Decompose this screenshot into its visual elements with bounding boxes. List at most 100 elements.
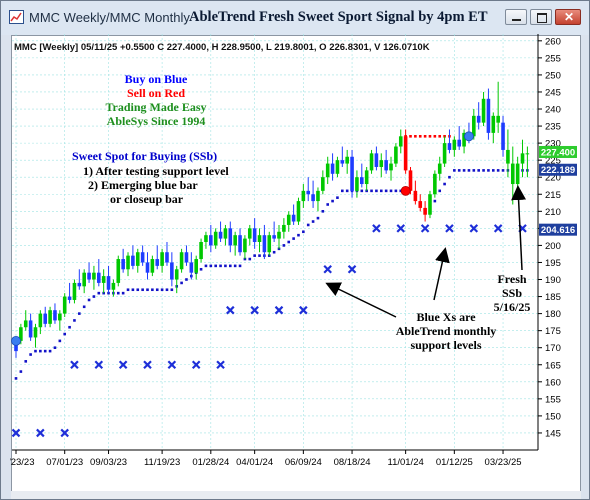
resistance-dot [409, 134, 412, 138]
y-tick-label: 165 [545, 360, 561, 371]
y-tick-label: 170 [545, 343, 561, 354]
support-dot [487, 169, 490, 172]
support-dot [389, 189, 393, 193]
candle-body [101, 276, 106, 283]
candle [394, 143, 398, 167]
candle [506, 129, 510, 178]
support-dot [477, 169, 480, 172]
candle-body [209, 235, 213, 246]
support-dot [248, 257, 252, 261]
support-x-mark [216, 360, 225, 370]
candle [291, 204, 296, 225]
candle-body [384, 160, 388, 171]
support-dot [68, 325, 71, 329]
support-x-mark [396, 224, 406, 233]
y-tick-label: 245 [545, 87, 561, 98]
candle-body [77, 282, 82, 287]
resistance-dot [418, 134, 422, 138]
support-x-stroke [226, 305, 235, 315]
candle-body [413, 190, 418, 202]
candle-body [442, 143, 447, 164]
y-tick-label: 185 [545, 292, 561, 303]
support-dot [496, 169, 500, 172]
y-tick-label: 210 [545, 207, 561, 218]
candle-body [452, 139, 457, 150]
chart-title: AbleTrend Fresh Sweet Sport Signal by 4p… [189, 9, 488, 25]
candle [174, 265, 179, 294]
support-x-stroke [493, 224, 503, 233]
candle-body [87, 272, 91, 280]
price-tags: 227.400 222.189 204.616 [539, 145, 577, 236]
y-tick-label: 150 [545, 411, 561, 422]
candle [160, 248, 164, 273]
candle [165, 242, 169, 266]
support-x-mark [493, 224, 503, 233]
candle [38, 310, 43, 335]
candle [286, 211, 291, 232]
support-x-mark [250, 305, 259, 315]
support-dot [443, 182, 446, 186]
support-dot [282, 244, 286, 247]
sweet-spot-note: Sweet Spot for Buying (SSb) 1) After tes… [72, 149, 229, 206]
candle-body [501, 122, 505, 150]
candle-body [155, 259, 160, 266]
candle [486, 88, 491, 140]
scroll-strip[interactable] [11, 491, 581, 499]
y-tick-label: 200 [545, 241, 561, 252]
candle [398, 129, 403, 154]
support-dot [155, 288, 159, 292]
candle [301, 184, 306, 208]
candle-body [350, 156, 354, 191]
support-dot [438, 189, 442, 193]
candle-body [433, 173, 437, 195]
monthly-support-marks [11, 224, 527, 438]
support-x-mark [420, 224, 430, 233]
candle-body [291, 214, 296, 222]
support-dot [453, 169, 456, 172]
candle-body [28, 320, 33, 338]
title-bar[interactable]: MMC Weekly/MMC Monthly AbleTrend Fresh S… [1, 1, 589, 35]
y-tick-label: 190 [545, 275, 561, 286]
support-dot [462, 169, 466, 172]
support-dot [433, 199, 437, 203]
candle [87, 262, 91, 283]
support-dot [345, 189, 349, 193]
candle-body [67, 296, 72, 300]
y-tick-label: 230 [545, 139, 561, 150]
candle-body [374, 153, 379, 167]
candle [209, 224, 213, 253]
candle [126, 252, 130, 277]
candle [389, 156, 393, 181]
candle [267, 231, 272, 256]
candle [364, 166, 369, 191]
support-dot [19, 370, 23, 373]
y-tick-label: 255 [545, 53, 561, 64]
sweet-spot-item1: 1) After testing support level [83, 164, 229, 178]
candle-body [19, 327, 23, 341]
candle-body [96, 272, 101, 283]
candle [121, 248, 125, 273]
support-dot [341, 189, 344, 193]
candle [311, 180, 315, 208]
candle [101, 269, 106, 294]
restore-icon[interactable] [530, 9, 552, 25]
support-dot [116, 291, 120, 295]
candle-body [306, 190, 311, 195]
support-dot [228, 264, 232, 268]
support-dot [238, 264, 242, 268]
close-icon[interactable]: ✕ [555, 9, 581, 25]
price-tag-bg [539, 223, 577, 236]
candle [374, 146, 379, 171]
candle-body [23, 320, 28, 328]
support-dot [467, 169, 471, 172]
support-dot [448, 175, 451, 179]
header-info-line: MMC [Weekly] 05/11/25 +0.5500 C 227.4000… [14, 42, 430, 53]
candle [213, 228, 218, 249]
candle [155, 245, 160, 270]
support-dot [170, 288, 174, 292]
support-x-stroke [372, 224, 381, 233]
candle [306, 177, 311, 202]
minimize-icon[interactable] [505, 9, 527, 25]
support-dot [311, 220, 315, 223]
arrow-to-left-x [325, 282, 397, 318]
